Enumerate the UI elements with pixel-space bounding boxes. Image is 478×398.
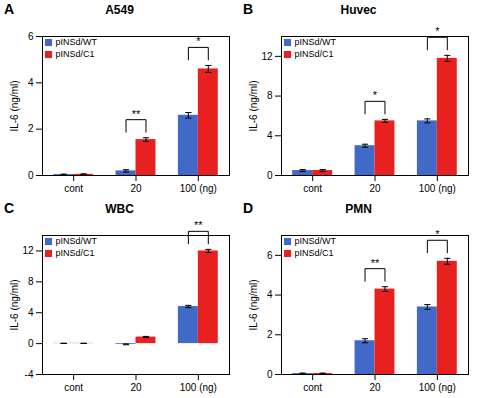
html-text:A: A (4, 1, 15, 17)
svg-text:pINSd/WT: pINSd/WT (56, 37, 98, 47)
svg-text:IL-6 (ng/ml): IL-6 (ng/ml) (9, 80, 20, 131)
svg-text:pINSd/C1: pINSd/C1 (56, 49, 95, 59)
svg-text:4: 4 (28, 307, 34, 318)
svg-text:pINSd/WT: pINSd/WT (295, 236, 337, 246)
svg-text:2: 2 (28, 123, 34, 134)
svg-text:20: 20 (369, 382, 381, 393)
html-text:PMN: PMN (345, 202, 372, 216)
svg-text:IL-6 (ng/ml): IL-6 (ng/ml) (9, 279, 20, 330)
svg-text:**: ** (194, 219, 203, 231)
svg-text:6: 6 (28, 31, 34, 42)
svg-text:4: 4 (267, 130, 273, 141)
svg-text:*: * (373, 89, 378, 101)
svg-text:6: 6 (267, 250, 273, 261)
svg-text:100 (ng): 100 (ng) (419, 183, 456, 194)
svg-text:12: 12 (261, 51, 273, 62)
svg-text:*: * (196, 35, 201, 47)
svg-text:pINSd/WT: pINSd/WT (56, 236, 98, 246)
svg-text:cont: cont (303, 382, 322, 393)
svg-text:8: 8 (28, 276, 34, 287)
svg-text:IL-6 (ng/ml): IL-6 (ng/ml) (248, 80, 259, 131)
svg-text:2: 2 (267, 329, 273, 340)
svg-text:-4: -4 (25, 369, 34, 380)
svg-text:0: 0 (28, 170, 34, 181)
svg-text:pINSd/C1: pINSd/C1 (56, 248, 95, 258)
html-text:B: B (243, 1, 254, 17)
svg-text:4: 4 (28, 77, 34, 88)
svg-text:100 (ng): 100 (ng) (419, 382, 456, 393)
svg-text:pINSd/C1: pINSd/C1 (295, 49, 334, 59)
svg-text:0: 0 (267, 369, 273, 380)
html-text:C: C (4, 200, 15, 216)
svg-text:cont: cont (64, 183, 83, 194)
svg-text:pINSd/C1: pINSd/C1 (295, 248, 334, 258)
svg-text:cont: cont (64, 382, 83, 393)
svg-text:8: 8 (267, 90, 273, 101)
svg-text:20: 20 (130, 183, 142, 194)
html-text:A549: A549 (105, 3, 134, 17)
svg-text:0: 0 (28, 338, 34, 349)
html-text:WBC: WBC (105, 202, 134, 216)
svg-text:IL-6 (ng/ml): IL-6 (ng/ml) (248, 279, 259, 330)
html-text:D: D (243, 200, 254, 216)
svg-text:pINSd/WT: pINSd/WT (295, 37, 337, 47)
svg-text:4: 4 (267, 289, 273, 300)
svg-text:100 (ng): 100 (ng) (180, 382, 217, 393)
svg-text:0: 0 (267, 170, 273, 181)
svg-text:100 (ng): 100 (ng) (180, 183, 217, 194)
html-text:Huvec: Huvec (340, 3, 377, 17)
svg-text:12: 12 (22, 245, 34, 256)
svg-text:20: 20 (369, 183, 381, 194)
svg-text:20: 20 (130, 382, 142, 393)
svg-text:cont: cont (303, 183, 322, 194)
svg-text:**: ** (371, 257, 380, 269)
svg-text:**: ** (132, 108, 141, 120)
svg-text:*: * (435, 25, 440, 37)
svg-text:*: * (435, 228, 440, 240)
